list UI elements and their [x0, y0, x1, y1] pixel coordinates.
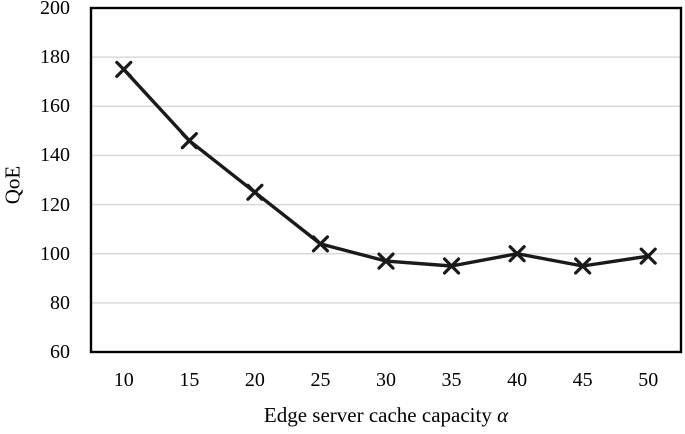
data-point-marker [442, 257, 461, 275]
y-tick-label: 60 [50, 341, 70, 363]
y-tick-label: 120 [40, 193, 70, 216]
y-tick-label: 180 [40, 46, 70, 69]
y-tick-label: 160 [40, 95, 70, 118]
x-axis-title: Edge server cache capacity α [91, 402, 681, 428]
y-tick-label: 80 [50, 291, 70, 314]
x-tick-label: 15 [179, 369, 200, 391]
data-point-marker [508, 245, 526, 263]
data-point-marker [115, 60, 133, 79]
x-tick-label: 30 [376, 369, 396, 391]
plot-border [89, 6, 683, 354]
alpha-symbol: α [497, 403, 509, 427]
x-tick-label: 45 [572, 369, 593, 391]
data-point-marker [311, 235, 330, 253]
x-tick-label: 20 [244, 369, 265, 391]
x-tick-label: 50 [638, 369, 659, 391]
data-point-marker [180, 132, 198, 150]
data-point-marker [574, 257, 592, 275]
x-tick-label: 40 [507, 369, 528, 391]
data-point-marker [639, 247, 657, 265]
y-tick-label: 100 [40, 242, 70, 265]
x-axis-title-text: Edge server cache capacity [263, 403, 492, 427]
y-tick-label: 200 [40, 0, 70, 19]
x-tick-label: 10 [113, 369, 134, 391]
series-line [122, 67, 650, 268]
x-tick-label: 25 [310, 369, 331, 391]
y-tick-label: 140 [40, 144, 70, 167]
data-point-marker [246, 183, 264, 201]
x-tick-label: 35 [441, 369, 462, 391]
data-point-marker [377, 252, 395, 270]
